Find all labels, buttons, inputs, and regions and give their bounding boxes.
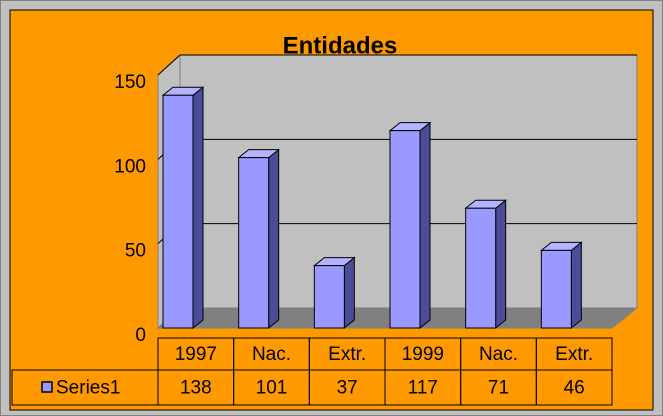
- bar-front: [238, 157, 270, 329]
- table-cell: [11, 369, 159, 406]
- y-tick-label: 0: [135, 325, 146, 346]
- bar-side: [419, 121, 431, 330]
- legend-key: [41, 381, 53, 393]
- table-value: 37: [337, 378, 358, 399]
- bar: [464, 199, 508, 330]
- y-tick-label: 150: [114, 72, 146, 93]
- bar-side: [192, 86, 204, 330]
- bar-front: [162, 94, 194, 329]
- x-tick-label: Nac.: [479, 344, 518, 365]
- bar-side: [268, 148, 280, 330]
- grid-line: [157, 54, 181, 76]
- table-value: 117: [408, 378, 438, 399]
- y-tick-label: 100: [114, 156, 146, 177]
- x-tick-label: Nac.: [252, 344, 291, 365]
- x-tick-label: 1999: [402, 344, 444, 365]
- bar-front: [313, 265, 345, 329]
- bar-front: [465, 207, 497, 329]
- x-tick-label: Extr.: [328, 344, 366, 365]
- bar: [539, 241, 583, 330]
- bar-side: [495, 199, 507, 330]
- table-value: 46: [564, 378, 585, 399]
- bar: [237, 148, 281, 330]
- bar-front: [389, 130, 421, 329]
- table-cell: [535, 369, 613, 406]
- bar-side: [343, 256, 355, 330]
- table-value: 138: [180, 378, 212, 399]
- y-tick-label: 50: [125, 241, 146, 262]
- bar-side: [570, 241, 582, 330]
- bar: [161, 86, 205, 330]
- table-value: 101: [256, 378, 288, 399]
- bar-front: [540, 249, 572, 329]
- bar: [312, 256, 356, 330]
- bar: [388, 121, 432, 330]
- x-tick-label: 1997: [175, 344, 217, 365]
- legend-label: Series1: [56, 378, 120, 399]
- table-value: 71: [488, 378, 509, 399]
- x-tick-label: Extr.: [555, 344, 593, 365]
